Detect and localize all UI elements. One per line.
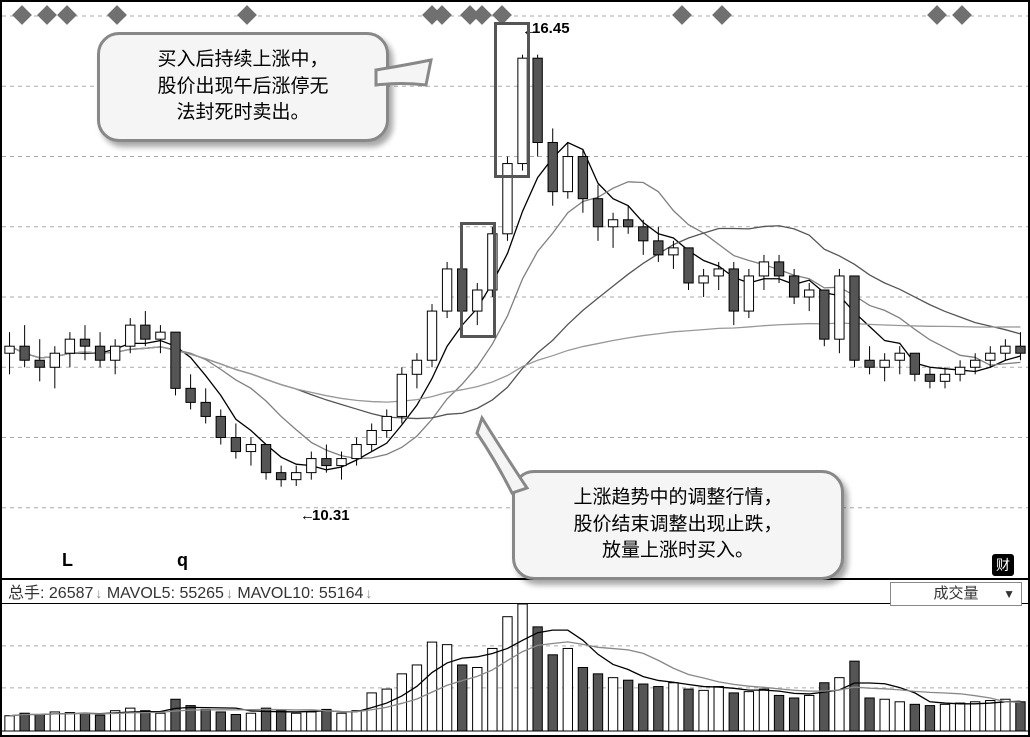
callout-buy: 上涨趋势中的调整行情， 股价结束调整出现止跌， 放量上涨时买入。 [512, 470, 844, 580]
highlight-box-sell [494, 22, 530, 178]
high-price-label: 16.45 [532, 20, 570, 37]
volume-header: 总手: 26587↓ MAVOL5: 55265↓ MAVOL10: 55164… [2, 578, 1028, 604]
zongshou-label: 总手: 26587 [8, 585, 93, 602]
volume-panel: 总手: 26587↓ MAVOL5: 55265↓ MAVOL10: 55164… [2, 578, 1028, 735]
letter-L: L [62, 550, 73, 571]
letter-q: q [177, 550, 188, 571]
callout-buy-text: 上涨趋势中的调整行情， 股价结束调整出现止跌， 放量上涨时买入。 [573, 487, 782, 561]
callout-sell-text: 买入后持续上涨中， 股价出现午后涨停无 法封死时卖出。 [157, 49, 328, 123]
badge-cai: 财 [992, 554, 1014, 576]
volume-type-select[interactable]: 成交量 [890, 582, 1022, 606]
chart-container: 总手: 26587↓ MAVOL5: 55265↓ MAVOL10: 55164… [0, 0, 1030, 737]
low-price-arrow: ← [300, 507, 315, 524]
volume-svg [2, 604, 1028, 735]
highlight-box-buy [460, 222, 496, 338]
mavol5-label: MAVOL5: 55265 [107, 585, 224, 602]
callout-sell: 买入后持续上涨中， 股价出现午后涨停无 法封死时卖出。 [97, 32, 389, 142]
low-price-label: 10.31 [312, 507, 350, 524]
mavol10-label: MAVOL10: 55164 [237, 585, 363, 602]
